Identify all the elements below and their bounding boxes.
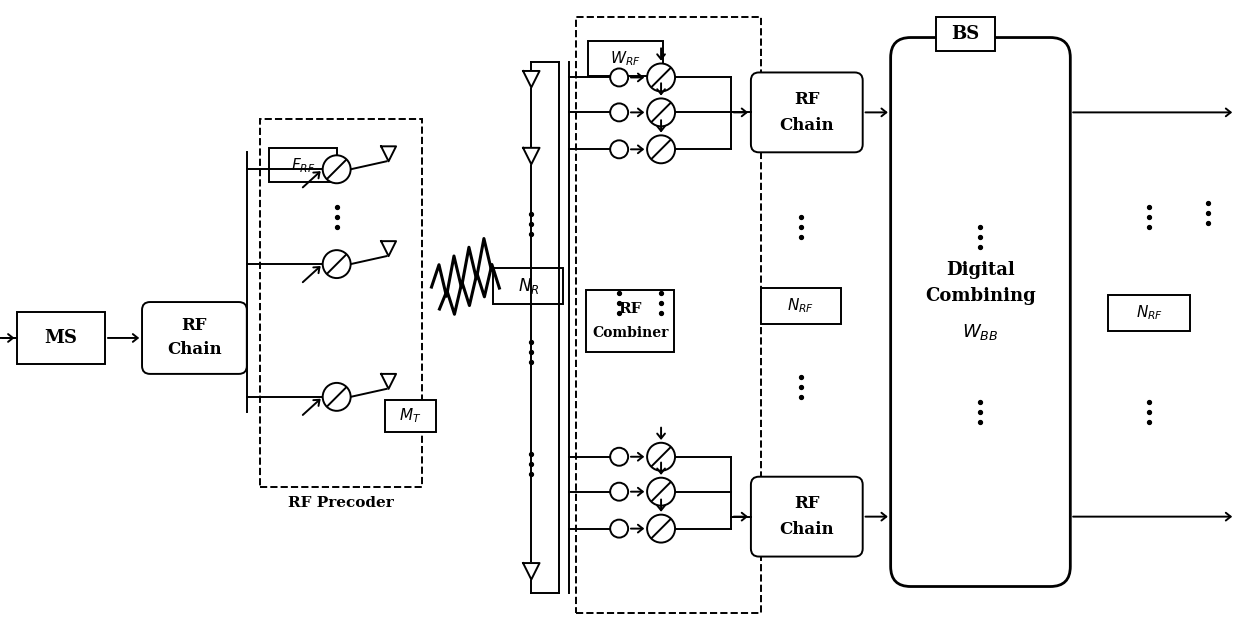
Text: MS: MS xyxy=(45,329,78,347)
Text: RF: RF xyxy=(794,495,819,512)
FancyBboxPatch shape xyxy=(142,302,247,374)
FancyBboxPatch shape xyxy=(384,400,436,432)
Polygon shape xyxy=(523,148,539,164)
Circle shape xyxy=(647,443,675,471)
FancyBboxPatch shape xyxy=(589,40,663,76)
Circle shape xyxy=(647,515,675,542)
FancyBboxPatch shape xyxy=(751,477,862,557)
FancyBboxPatch shape xyxy=(493,268,564,304)
Polygon shape xyxy=(523,563,539,580)
Polygon shape xyxy=(382,241,396,256)
Polygon shape xyxy=(382,146,396,161)
Text: RF: RF xyxy=(618,302,642,316)
Text: RF: RF xyxy=(182,318,207,334)
Text: $F_{RF}$: $F_{RF}$ xyxy=(290,156,315,175)
Circle shape xyxy=(610,483,628,501)
Text: $W_{BB}$: $W_{BB}$ xyxy=(963,322,999,342)
Circle shape xyxy=(647,64,675,91)
FancyBboxPatch shape xyxy=(891,37,1070,587)
FancyBboxPatch shape xyxy=(586,290,674,352)
Circle shape xyxy=(610,69,628,87)
Text: BS: BS xyxy=(952,24,980,42)
Circle shape xyxy=(610,103,628,121)
Text: Chain: Chain xyxy=(167,342,222,358)
Polygon shape xyxy=(382,374,396,389)
FancyBboxPatch shape xyxy=(17,312,105,364)
Text: $N_R$: $N_R$ xyxy=(518,276,539,296)
FancyBboxPatch shape xyxy=(751,73,862,152)
FancyBboxPatch shape xyxy=(935,17,995,51)
Circle shape xyxy=(322,383,351,411)
Text: RF: RF xyxy=(794,91,819,108)
Text: Chain: Chain xyxy=(779,521,834,538)
Circle shape xyxy=(610,447,628,465)
Circle shape xyxy=(322,250,351,278)
Polygon shape xyxy=(523,71,539,87)
FancyBboxPatch shape xyxy=(269,148,337,182)
Circle shape xyxy=(322,155,351,183)
Circle shape xyxy=(610,519,628,537)
Text: Digital: Digital xyxy=(947,261,1015,279)
Text: RF Precoder: RF Precoder xyxy=(287,496,394,510)
Circle shape xyxy=(610,141,628,159)
Text: $N_{RF}$: $N_{RF}$ xyxy=(787,297,814,315)
Text: $W_{RF}$: $W_{RF}$ xyxy=(611,49,641,68)
Circle shape xyxy=(647,98,675,126)
Circle shape xyxy=(647,135,675,163)
Text: Combiner: Combiner xyxy=(592,326,668,340)
Circle shape xyxy=(647,478,675,506)
FancyBboxPatch shape xyxy=(761,288,841,324)
Text: Chain: Chain xyxy=(779,117,834,134)
Text: Combining: Combining xyxy=(926,287,1036,305)
Text: $M_T$: $M_T$ xyxy=(399,406,421,425)
Text: $N_{RF}$: $N_{RF}$ xyxy=(1136,304,1162,322)
FancyBboxPatch shape xyxy=(1108,295,1191,331)
